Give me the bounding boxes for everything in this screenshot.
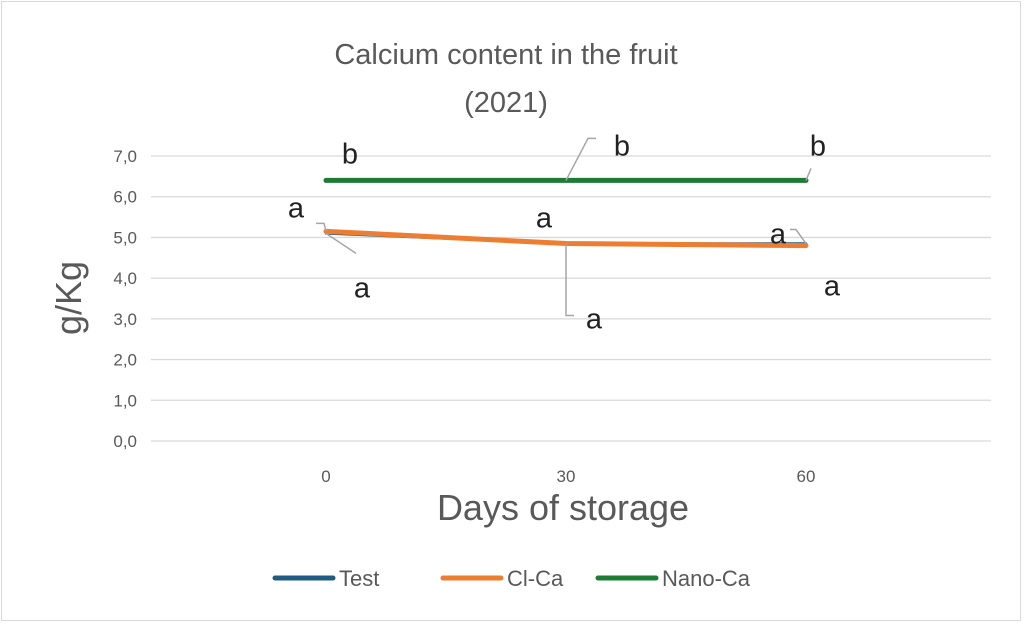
x-axis-tick-labels: 0 30 60	[321, 467, 815, 486]
chart-title-line-2: (2021)	[464, 87, 548, 119]
data-label-leader	[565, 137, 596, 181]
data-label-leader-lines	[316, 137, 812, 317]
y-tick-label: 4,0	[113, 269, 137, 288]
chart-title-line-1: Calcium content in the fruit	[334, 39, 677, 71]
series-lines	[323, 177, 809, 249]
data-label-leader	[325, 232, 357, 254]
data-label-leader	[790, 228, 807, 244]
y-tick-label: 0,0	[113, 432, 137, 451]
y-tick-label: 7,0	[113, 147, 137, 166]
data-label-leader	[565, 243, 574, 317]
chart-title: Calcium content in the fruit (2021)	[334, 39, 677, 119]
y-tick-label: 6,0	[113, 188, 137, 207]
data-label-cl-ca: a	[288, 192, 305, 224]
legend-label: Cl-Ca	[507, 566, 564, 591]
y-tick-label: 2,0	[113, 351, 137, 370]
data-label-nano-ca: b	[614, 130, 630, 162]
data-label-cl-ca: a	[536, 203, 553, 235]
legend-label: Nano-Ca	[662, 566, 751, 591]
x-tick-label: 30	[557, 467, 576, 486]
y-tick-label: 1,0	[113, 391, 137, 410]
gridlines	[151, 155, 991, 442]
data-label-nano-ca: b	[342, 138, 358, 170]
y-tick-label: 3,0	[113, 310, 137, 329]
legend-label: Test	[339, 566, 379, 591]
series-line-cl-ca	[323, 228, 809, 249]
x-tick-label: 0	[321, 467, 330, 486]
x-axis-title: Days of storage	[437, 487, 689, 528]
y-axis-tick-labels: 0,0 1,0 2,0 3,0 4,0 5,0 6,0 7,0	[113, 147, 137, 451]
data-labels: a a a a a a b b b	[288, 130, 841, 335]
data-label-nano-ca: b	[810, 130, 826, 162]
data-label-cl-ca: a	[770, 219, 787, 251]
y-axis-title: g/Kg	[48, 261, 89, 335]
data-label-leader	[316, 222, 327, 232]
y-tick-label: 5,0	[113, 228, 137, 247]
data-label-leader	[805, 168, 812, 181]
data-label-test: a	[586, 304, 603, 336]
x-tick-label: 60	[797, 467, 816, 486]
data-label-test: a	[354, 272, 371, 304]
data-label-test: a	[824, 271, 841, 303]
legend: Test Cl-Ca Nano-Ca	[272, 566, 751, 591]
